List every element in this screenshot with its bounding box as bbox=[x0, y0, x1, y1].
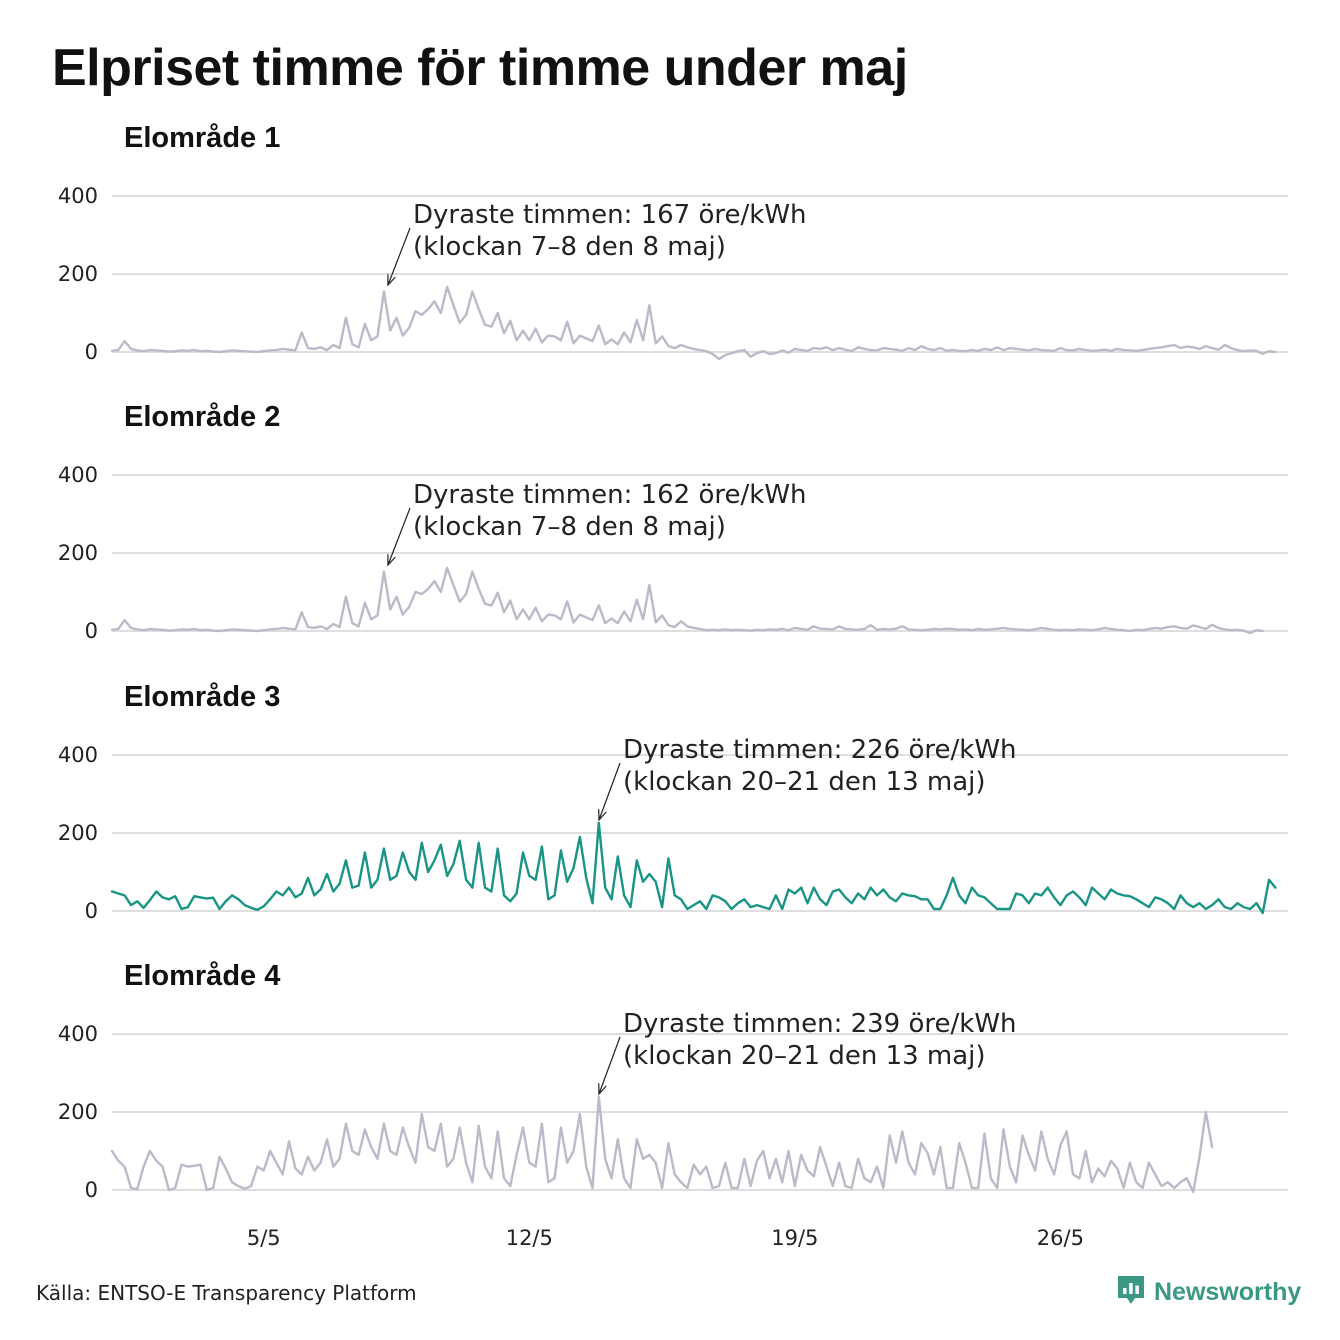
x-tick-label: 26/5 bbox=[1037, 1226, 1084, 1250]
y-tick-label: 400 bbox=[58, 1022, 98, 1046]
brand-name: Newsworthy bbox=[1154, 1277, 1302, 1306]
chart-title: Elpriset timme för timme under maj bbox=[52, 39, 908, 97]
panel-title: Elområde 2 bbox=[124, 401, 280, 433]
annotation-arrow bbox=[598, 1036, 621, 1095]
source-note: Källa: ENTSO-E Transparency Platform bbox=[36, 1281, 417, 1305]
peak-annotation: (klockan 7–8 den 8 maj) bbox=[413, 232, 726, 262]
peak-annotation: (klockan 20–21 den 13 maj) bbox=[623, 767, 986, 797]
y-tick-label: 0 bbox=[85, 899, 98, 923]
annotation-arrow bbox=[598, 762, 621, 821]
y-tick-label: 400 bbox=[58, 743, 98, 767]
peak-annotation: Dyraste timmen: 239 öre/kWh bbox=[623, 1009, 1017, 1039]
price-series-line bbox=[110, 1095, 1214, 1194]
peak-annotation: Dyraste timmen: 226 öre/kWh bbox=[623, 735, 1017, 765]
panel-elomrade-4: Elområde 4 0 200 400 Dyraste timmen: 239 öre… bbox=[58, 960, 1288, 1202]
annotation-arrow bbox=[387, 507, 411, 566]
y-tick-label: 200 bbox=[58, 1100, 98, 1124]
y-tick-label: 200 bbox=[58, 262, 98, 286]
panel-elomrade-1: Elområde 1 0 200 400 Dyraste timmen: 167 öre… bbox=[58, 122, 1288, 364]
peak-annotation: (klockan 20–21 den 13 maj) bbox=[623, 1041, 986, 1071]
price-series-line bbox=[110, 566, 1264, 635]
annotation-arrowhead bbox=[598, 1083, 607, 1096]
y-tick-label: 400 bbox=[58, 463, 98, 487]
x-tick-label: 12/5 bbox=[506, 1226, 553, 1250]
brand-logo[interactable]: Newsworthy bbox=[1116, 1274, 1301, 1310]
panel-title: Elområde 3 bbox=[124, 681, 280, 713]
panel-elomrade-3: Elområde 3 0 200 400 Dyraste timmen: 226 öre… bbox=[58, 681, 1288, 923]
annotation-arrowhead bbox=[387, 554, 396, 567]
price-series-line bbox=[110, 285, 1277, 361]
peak-annotation: Dyraste timmen: 167 öre/kWh bbox=[413, 200, 807, 230]
peak-annotation: Dyraste timmen: 162 öre/kWh bbox=[413, 480, 807, 510]
annotation-arrowhead bbox=[387, 274, 396, 287]
y-tick-label: 0 bbox=[85, 619, 98, 643]
newsworthy-logo-icon bbox=[1116, 1274, 1146, 1310]
x-tick-label: 19/5 bbox=[771, 1226, 818, 1250]
y-tick-label: 200 bbox=[58, 541, 98, 565]
y-tick-label: 0 bbox=[85, 340, 98, 364]
y-tick-label: 200 bbox=[58, 821, 98, 845]
x-tick-label: 5/5 bbox=[247, 1226, 281, 1250]
y-tick-label: 0 bbox=[85, 1178, 98, 1202]
y-tick-label: 400 bbox=[58, 184, 98, 208]
price-series-line bbox=[110, 821, 1277, 915]
panel-title: Elområde 4 bbox=[124, 960, 280, 992]
panel-title: Elområde 1 bbox=[124, 122, 280, 154]
annotation-arrowhead bbox=[598, 809, 607, 822]
annotation-arrow bbox=[387, 227, 411, 286]
panel-elomrade-2: Elområde 2 0 200 400 Dyraste timmen: 162 öre… bbox=[58, 401, 1288, 643]
peak-annotation: (klockan 7–8 den 8 maj) bbox=[413, 512, 726, 542]
